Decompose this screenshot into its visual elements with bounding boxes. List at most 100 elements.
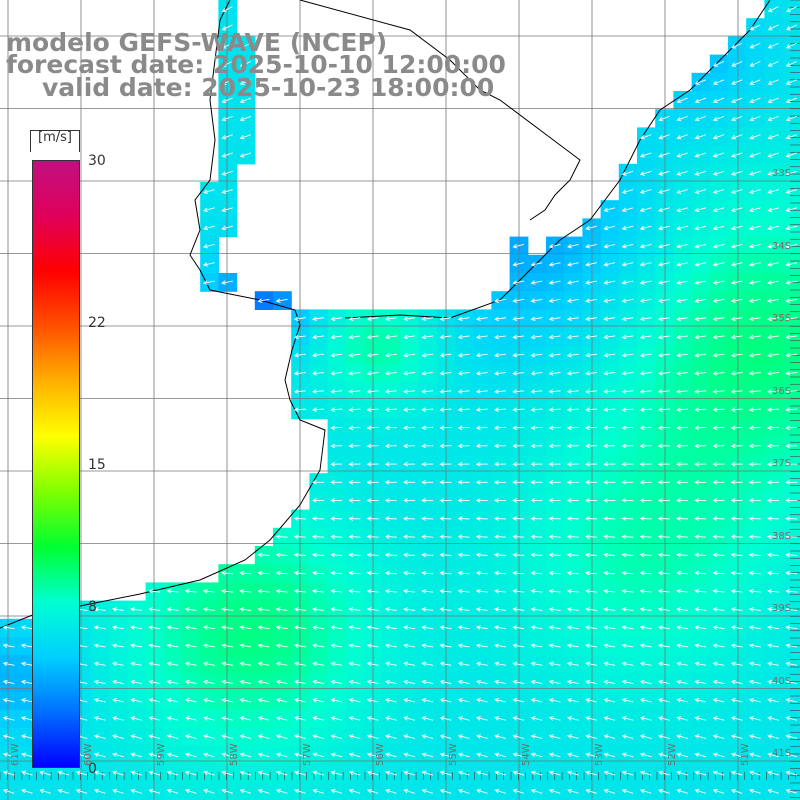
wind-arrow — [603, 534, 616, 540]
wind-arrow — [767, 243, 779, 249]
wind-arrow — [512, 316, 525, 322]
wind-arrow — [731, 115, 743, 122]
wind-arrow — [621, 570, 634, 576]
wind-arrow — [585, 280, 597, 285]
wind-arrow — [712, 788, 725, 794]
wind-arrow — [712, 588, 725, 594]
wind-arrow — [2, 770, 15, 776]
wind-arrow — [275, 770, 288, 776]
wind-arrow — [603, 407, 616, 412]
wind-arrow — [475, 661, 488, 667]
wind-arrow — [585, 407, 598, 412]
wind-arrow — [385, 716, 397, 721]
wind-arrow — [712, 516, 725, 521]
wind-arrow — [694, 770, 707, 776]
wind-speed-cell — [728, 782, 747, 800]
wind-arrow — [494, 770, 506, 776]
wind-arrow — [239, 152, 252, 158]
wind-arrow — [512, 389, 525, 394]
wind-arrow — [730, 207, 743, 213]
wind-arrow — [530, 461, 543, 467]
wind-arrow — [603, 461, 616, 467]
wind-arrow — [111, 607, 124, 612]
wind-arrow — [330, 588, 343, 594]
wind-arrow — [712, 552, 725, 558]
wind-arrow — [712, 134, 725, 140]
wind-arrow — [676, 697, 688, 703]
wind-arrow — [275, 552, 288, 558]
wind-arrow — [366, 734, 379, 739]
wind-arrow — [221, 588, 234, 594]
wind-arrow — [530, 716, 543, 721]
wind-arrow — [403, 371, 416, 376]
wind-arrow — [603, 262, 616, 267]
wind-speed-cell — [54, 782, 74, 800]
latitude-label: 38S — [772, 530, 792, 542]
wind-arrow — [148, 588, 161, 594]
wind-arrow — [385, 752, 397, 758]
wind-arrow — [439, 498, 452, 503]
wind-arrow — [530, 534, 543, 540]
wind-arrow — [621, 697, 634, 703]
wind-arrow — [512, 697, 525, 703]
wind-arrow — [439, 588, 452, 594]
wind-arrow — [93, 734, 106, 739]
wind-arrow — [676, 134, 688, 140]
wind-arrow — [403, 625, 416, 630]
wind-arrow — [749, 97, 761, 104]
wind-arrow — [457, 479, 470, 485]
wind-arrow — [657, 479, 670, 485]
wind-arrow — [275, 697, 288, 703]
wind-arrow — [166, 788, 179, 794]
wind-arrow — [312, 643, 325, 649]
wind-arrow — [494, 407, 507, 412]
wind-arrow — [275, 298, 288, 303]
wind-arrow — [767, 134, 779, 140]
wind-arrow — [603, 788, 616, 794]
wind-arrow — [348, 588, 361, 594]
wind-arrow — [603, 734, 616, 739]
colorbar-tick-label: 0 — [88, 761, 97, 777]
longitude-label: 60W — [83, 743, 94, 766]
wind-arrow — [749, 61, 761, 67]
wind-arrow — [730, 716, 743, 721]
wind-arrow — [239, 570, 252, 576]
wind-arrow — [749, 207, 761, 213]
wind-arrow — [548, 461, 561, 467]
wind-arrow — [221, 607, 234, 612]
wind-arrow — [293, 588, 306, 594]
wind-arrow — [658, 262, 670, 267]
wind-arrow — [330, 425, 343, 431]
wind-arrow — [621, 588, 634, 594]
wind-arrow — [767, 625, 780, 630]
wind-arrow — [457, 552, 470, 558]
wind-arrow — [421, 352, 434, 358]
wind-arrow — [293, 371, 306, 376]
wind-arrow — [512, 770, 525, 776]
wind-arrow — [694, 752, 707, 758]
wind-arrow — [676, 225, 688, 231]
wind-arrow — [439, 425, 452, 431]
wind-arrow — [275, 643, 288, 649]
wind-arrow — [221, 770, 233, 776]
wind-arrow — [330, 607, 343, 612]
wind-arrow — [585, 752, 597, 758]
wind-arrow — [566, 607, 579, 612]
wind-arrow — [676, 643, 689, 649]
wind-arrow — [257, 788, 270, 794]
wind-arrow — [512, 716, 525, 721]
wind-arrow — [130, 716, 142, 721]
wind-arrow — [330, 407, 343, 412]
wind-arrow — [767, 534, 780, 540]
wind-arrow — [312, 607, 325, 612]
wind-arrow — [658, 207, 670, 213]
wind-arrow — [785, 189, 798, 194]
wind-arrow — [403, 734, 415, 739]
wind-arrow — [548, 552, 561, 558]
wind-arrow — [548, 570, 561, 576]
wind-arrow — [202, 679, 215, 685]
wind-arrow — [785, 280, 798, 285]
wind-arrow — [694, 243, 707, 249]
wind-arrow — [421, 607, 434, 612]
